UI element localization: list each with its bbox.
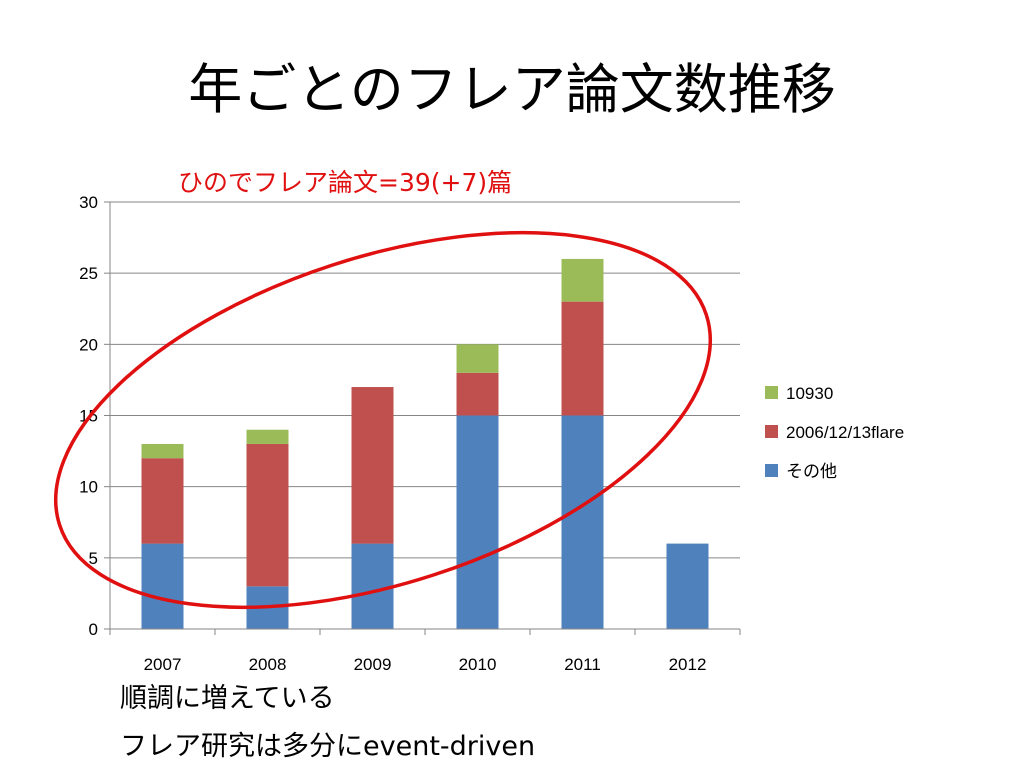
y-tick-label: 10 <box>79 478 98 497</box>
y-tick-label: 5 <box>89 549 98 568</box>
x-tick-label: 2008 <box>249 655 287 674</box>
legend-label: 2006/12/13flare <box>786 423 904 442</box>
legend: 10930 2006/12/13flare その他 <box>765 384 904 481</box>
legend-swatch <box>765 425 778 438</box>
bar-segment-2009-series-1 <box>351 387 394 544</box>
bars <box>141 258 709 629</box>
legend-label: 10930 <box>786 384 833 403</box>
y-tick-label: 30 <box>79 193 98 212</box>
bar-segment-2010-series-1 <box>456 372 499 416</box>
bar-segment-2007-series-0 <box>141 543 184 629</box>
legend-label: その他 <box>786 462 837 481</box>
bar-segment-2010-series-2 <box>456 344 499 373</box>
legend-swatch <box>765 386 778 399</box>
bar-segment-2012-series-0 <box>666 543 709 629</box>
x-tick-label: 2010 <box>459 655 497 674</box>
gridlines <box>110 201 740 559</box>
x-tick-label: 2012 <box>669 655 707 674</box>
bar-segment-2007-series-1 <box>141 458 184 544</box>
bar-segment-2009-series-0 <box>351 543 394 629</box>
bar-segment-2007-series-2 <box>141 443 184 459</box>
bar-segment-2010-series-0 <box>456 415 499 629</box>
bar-segment-2008-series-1 <box>246 443 289 587</box>
annotation-text: ひのでフレア論文=39(+7)篇 <box>178 168 513 197</box>
y-tick-label: 0 <box>89 620 98 639</box>
legend-swatch <box>765 464 778 477</box>
bar-segment-2011-series-0 <box>561 415 604 629</box>
y-tick-label: 20 <box>79 335 98 354</box>
x-tick-label: 2011 <box>564 655 601 674</box>
y-tick-label: 25 <box>79 264 98 283</box>
x-tick-label: 2009 <box>354 655 392 674</box>
slide-title: 年ごとのフレア論文数推移 <box>188 58 836 121</box>
highlight-ellipse <box>53 230 713 610</box>
body-text-line-2: フレア研究は多分にevent-driven <box>120 731 536 762</box>
body-text-line-1: 順調に増えている <box>120 683 335 714</box>
bar-segment-2011-series-2 <box>561 258 604 302</box>
x-tick-label: 2007 <box>144 655 182 674</box>
bar-segment-2008-series-2 <box>246 429 289 444</box>
bar-segment-2011-series-1 <box>561 301 604 416</box>
